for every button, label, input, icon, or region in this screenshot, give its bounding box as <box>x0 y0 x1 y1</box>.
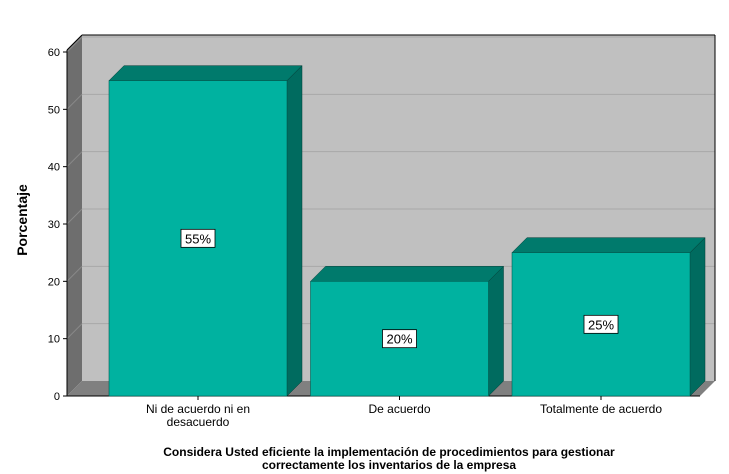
bar <box>108 65 303 397</box>
data-label-text: 55% <box>185 231 211 246</box>
y-tick-label: 10 <box>48 334 60 346</box>
x-axis-label-line-1: Considera Usted eficiente la implementac… <box>163 445 615 459</box>
y-tick-label: 40 <box>48 162 60 174</box>
bar-side <box>488 265 504 397</box>
gridline-side <box>66 208 83 225</box>
bar-top <box>108 65 303 81</box>
bars <box>108 65 706 397</box>
data-label-box <box>382 329 417 349</box>
y-axis-label: Porcentaje <box>14 184 30 256</box>
x-category-label: De acuerdo <box>368 402 430 416</box>
data-label-text: 25% <box>588 317 614 332</box>
corner-frame-line <box>66 34 83 51</box>
y-tick-label: 30 <box>48 219 60 231</box>
x-category-label: Totalmente de acuerdo <box>540 402 662 416</box>
y-tick-labels: 0 10 20 30 40 50 60 <box>48 47 67 403</box>
data-label: 25% <box>583 314 619 334</box>
data-label-text: 20% <box>386 332 412 347</box>
data-label-box <box>180 228 216 248</box>
gridline-side <box>66 93 83 110</box>
y-tick-label: 0 <box>54 391 60 403</box>
bar-side <box>689 237 706 397</box>
x-category-label: Ni de acuerdo ni en <box>146 402 250 416</box>
gridline-side <box>66 151 83 168</box>
bar-side <box>286 65 303 397</box>
y-tick-label: 60 <box>48 47 60 59</box>
y-tick-label: 50 <box>48 104 60 116</box>
bar <box>511 237 706 397</box>
bar-top <box>511 237 706 253</box>
gridline-side <box>66 323 83 340</box>
gridline-side <box>66 36 83 53</box>
data-label: 55% <box>180 228 216 248</box>
data-labels: 55% 20% 25% <box>180 228 619 349</box>
data-label: 20% <box>382 329 417 349</box>
x-category-label: desacuerdo <box>167 415 230 429</box>
gridline-side <box>66 265 83 282</box>
bar-top <box>309 266 505 282</box>
x-axis-label-line-2: correctamente los inventarios de la empr… <box>262 458 516 472</box>
y-tick-label: 20 <box>48 276 60 288</box>
data-label-box <box>583 314 619 334</box>
left-wall <box>67 35 82 396</box>
